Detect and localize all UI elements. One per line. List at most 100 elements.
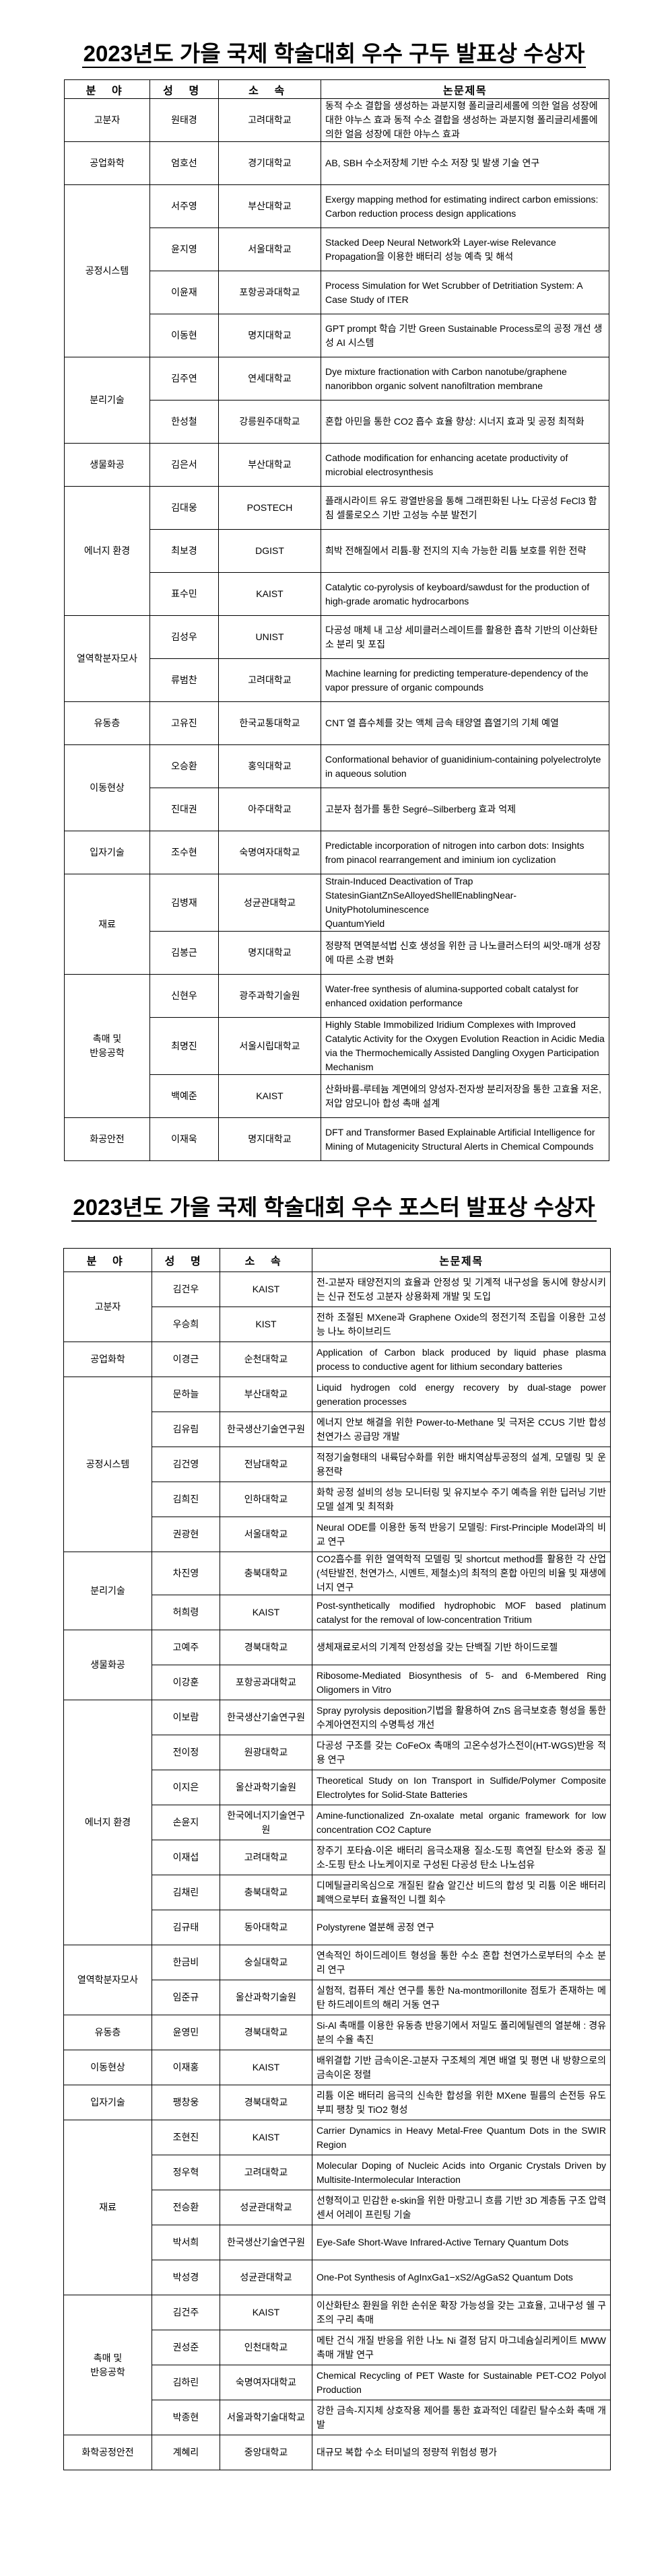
table-row: 김건영 전남대학교 적정기술형태의 내륙담수화를 위한 배치역삼투공정의 설계, 모… (64, 1447, 611, 1482)
paper-title-cell: Water-free synthesis of alumina-supporte… (321, 974, 609, 1018)
field-cell: 공업화학 (64, 141, 150, 185)
affiliation-cell: 명지대학교 (218, 314, 321, 357)
table-row: 유동층 고유진 한국교통대학교 CNT 열 흡수체를 갖는 액체 금속 태양열 흡열기… (64, 701, 609, 745)
name-cell: 계혜리 (152, 2435, 220, 2470)
name-cell: 전이정 (152, 1735, 220, 1770)
affiliation-cell: 한국생산기술연구원 (220, 1412, 312, 1447)
paper-title-cell: 다공성 매체 내 고상 세미클러스레이트를 활용한 흡착 기반의 이산화탄소 분… (321, 615, 609, 659)
paper-title-cell: 에너지 안보 해결을 위한 Power-to-Methane 및 극저온 CCU… (312, 1412, 611, 1447)
table-row: 임준규 울산과학기술원 실험적, 컴퓨터 계산 연구를 통한 Na-montmori… (64, 1980, 611, 2015)
name-cell: 김유림 (152, 1412, 220, 1447)
table-row: 김하린 숙명여자대학교 Chemical Recycling of PET Wast… (64, 2365, 611, 2400)
paper-title-cell: CNT 열 흡수체를 갖는 액체 금속 태양열 흡열기의 기체 예열 (321, 701, 609, 745)
name-cell: 권성준 (152, 2330, 220, 2365)
table-row: 박성경 성균관대학교 One-Pot Synthesis of AgInxGa1−x… (64, 2260, 611, 2295)
header-affiliation: 소 속 (220, 1248, 312, 1272)
name-cell: 김건영 (152, 1447, 220, 1482)
table-row: 재료 김병재 성균관대학교 Strain-Induced Deactivation o… (64, 874, 609, 975)
header-paper-title: 논문제목 (312, 1248, 611, 1272)
affiliation-cell: DGIST (218, 529, 321, 573)
field-cell: 생물화공 (63, 1630, 152, 1700)
name-cell: 이재섭 (152, 1840, 220, 1875)
field-cell: 촉매 및 반응공학 (64, 974, 150, 1118)
affiliation-cell: 포항공과대학교 (218, 271, 321, 314)
poster-award-section: 2023년도 가을 국제 학술대회 우수 포스터 발표상 수상자 분 야 성 명… (0, 1195, 668, 2470)
name-cell: 김성우 (149, 615, 219, 659)
name-cell: 팽창웅 (152, 2085, 220, 2120)
name-cell: 조현진 (152, 2120, 220, 2155)
name-cell: 김규태 (152, 1910, 220, 1945)
affiliation-cell: 경기대학교 (218, 141, 321, 185)
field-cell: 입자기술 (64, 831, 150, 874)
affiliation-cell: KAIST (220, 2050, 312, 2085)
oral-award-table: 분 야 성 명 소 속 논문제목 고분자 원태경 고려대학교 동적 수소 결합을 생성… (64, 79, 609, 1161)
paper-title-cell: Conformational behavior of guanidinium-c… (321, 744, 609, 788)
table-row: 생물화공 김은서 부산대학교 Cathode modification for enh… (64, 443, 609, 487)
table-row: 분리기술 차진영 충북대학교 CO2흡수를 위한 열역학적 모델링 및 shortcu… (63, 1552, 611, 1630)
paper-title-cell: 강한 금속-지지체 상호작용 제어를 통한 효과적인 데칼린 탈수소화 촉매 개… (312, 2400, 611, 2435)
paper-title-cell: Neural ODE를 이용한 동적 반응기 모델링: First-Princi… (312, 1517, 611, 1552)
poster-award-table-body: 고분자 김건우 KAIST 전-고분자 태양전지의 효율과 안정성 및 기계적 내구성… (63, 1272, 611, 2470)
table-row: 우승희 KIST 전하 조절된 MXene과 Graphene Oxide의 정전기… (64, 1307, 611, 1342)
affiliation-cell: 전남대학교 (220, 1447, 312, 1482)
paper-title-cell: Exergy mapping method for estimating ind… (321, 184, 609, 228)
table-row: 전이정 원광대학교 다공성 구조를 갖는 CoFeOx 촉매의 고온수성가스전이(H… (64, 1735, 611, 1770)
poster-award-title-wrap: 2023년도 가을 국제 학술대회 우수 포스터 발표상 수상자 (0, 1195, 668, 1233)
name-cell: 김대웅 (149, 486, 219, 530)
affiliation-cell: 울산과학기술원 (220, 1770, 312, 1805)
header-affiliation: 소 속 (218, 79, 321, 99)
name-cell: 차진영 (152, 1552, 220, 1595)
table-row: 정우혁 고려대학교 Molecular Doping of Nucleic Acid… (64, 2155, 611, 2190)
affiliation-cell: 명지대학교 (218, 1117, 321, 1161)
table-row: 김희진 인하대학교 화학 공정 설비의 성능 모니터링 및 유지보수 주기 예측을 … (64, 1482, 611, 1517)
table-row: 권성준 인천대학교 메탄 건식 개질 반응을 위한 나노 Ni 결정 담지 마그네슘… (64, 2330, 611, 2365)
paper-title-cell: 디메틸글리옥심으로 개질된 칼슘 알긴산 비드의 합성 및 리튬 이온 배터리 … (312, 1875, 611, 1910)
name-cell: 신현우 (149, 974, 219, 1018)
affiliation-cell: 성균관대학교 (220, 2190, 312, 2225)
header-name: 성 명 (152, 1248, 220, 1272)
paper-title-cell: 생체재료로서의 기계적 안정성을 갖는 단백질 기반 하이드로젤 (312, 1630, 611, 1665)
affiliation-cell: 서울과학기술대학교 (220, 2400, 312, 2435)
affiliation-cell: KAIST (218, 1074, 321, 1118)
table-row: 이동현상 오승환 홍익대학교 Conformational behavior of g… (64, 744, 609, 831)
table-row: 김채린 충북대학교 디메틸글리옥심으로 개질된 칼슘 알긴산 비드의 합성 및 리튬… (64, 1875, 611, 1910)
field-cell: 재료 (64, 874, 150, 975)
paper-title-cell: 정량적 면역분석법 신호 생성을 위한 금 나노클러스터의 씨앗-매개 성장에 … (321, 931, 609, 975)
name-cell: 백예준 (149, 1074, 219, 1118)
name-cell: 윤지영 (149, 228, 219, 271)
name-cell: 김희진 (152, 1482, 220, 1517)
field-cell: 생물화공 (64, 443, 150, 487)
affiliation-cell: 연세대학교 (218, 357, 321, 401)
field-cell: 유동층 (64, 701, 150, 745)
affiliation-cell: 중앙대학교 (220, 2435, 312, 2470)
paper-title-cell: Eye-Safe Short-Wave Infrared-Active Tern… (312, 2225, 611, 2260)
name-cell: 문하늘 (152, 1377, 220, 1412)
name-cell: 박종현 (152, 2400, 220, 2435)
affiliation-cell: 고려대학교 (218, 98, 321, 142)
field-cell: 열역학분자모사 (64, 615, 150, 702)
paper-title-cell: Molecular Doping of Nucleic Acids into O… (312, 2155, 611, 2190)
table-row: 생물화공 고예주 경북대학교 생체재료로서의 기계적 안정성을 갖는 단백질 기반 하… (63, 1630, 611, 1700)
table-row: 김규태 동아대학교 Polystyrene 열분해 공정 연구 (64, 1910, 611, 1945)
affiliation-cell: KAIST (218, 572, 321, 616)
table-row: 입자기술 팽창웅 경북대학교 리튬 이온 배터리 음극의 신속한 합성을 위한 MXe… (63, 2085, 611, 2120)
table-row: 공정시스템 서주영 부산대학교 Exergy mapping method for e… (64, 184, 609, 357)
affiliation-cell: 서울시립대학교 (218, 1017, 321, 1075)
affiliation-cell: 숙명여자대학교 (218, 831, 321, 874)
name-cell: 오승환 (149, 744, 219, 788)
affiliation-cell: 울산과학기술원 (220, 1980, 312, 2015)
paper-title-cell: Highly Stable Immobilized Iridium Comple… (321, 1017, 609, 1075)
paper-title-cell: Machine learning for predicting temperat… (321, 658, 609, 702)
paper-title-cell: AB, SBH 수소저장체 기반 수소 저장 및 발생 기술 연구 (321, 141, 609, 185)
field-cell: 화학공정안전 (63, 2435, 152, 2470)
affiliation-cell: 인천대학교 (220, 2330, 312, 2365)
affiliation-cell: 경북대학교 (220, 2015, 312, 2050)
name-cell: 김채린 (152, 1875, 220, 1910)
paper-title-cell: 장주기 포타슘-이온 배터리 음극소재용 질소-도핑 흑연질 탄소와 중공 질소… (312, 1840, 611, 1875)
paper-title-cell: 다공성 구조를 갖는 CoFeOx 촉매의 고온수성가스전이(HT-WGS)반응… (312, 1735, 611, 1770)
affiliation-cell: KAIST (220, 1272, 312, 1307)
table-row: 전승환 성균관대학교 선형적이고 민감한 e-skin을 위한 마랑고니 흐름 기반… (64, 2190, 611, 2225)
field-cell: 분리기술 (63, 1552, 152, 1630)
oral-award-section: 2023년도 가을 국제 학술대회 우수 구두 발표상 수상자 분 야 성 명 … (0, 42, 668, 1161)
name-cell: 박성경 (152, 2260, 220, 2295)
